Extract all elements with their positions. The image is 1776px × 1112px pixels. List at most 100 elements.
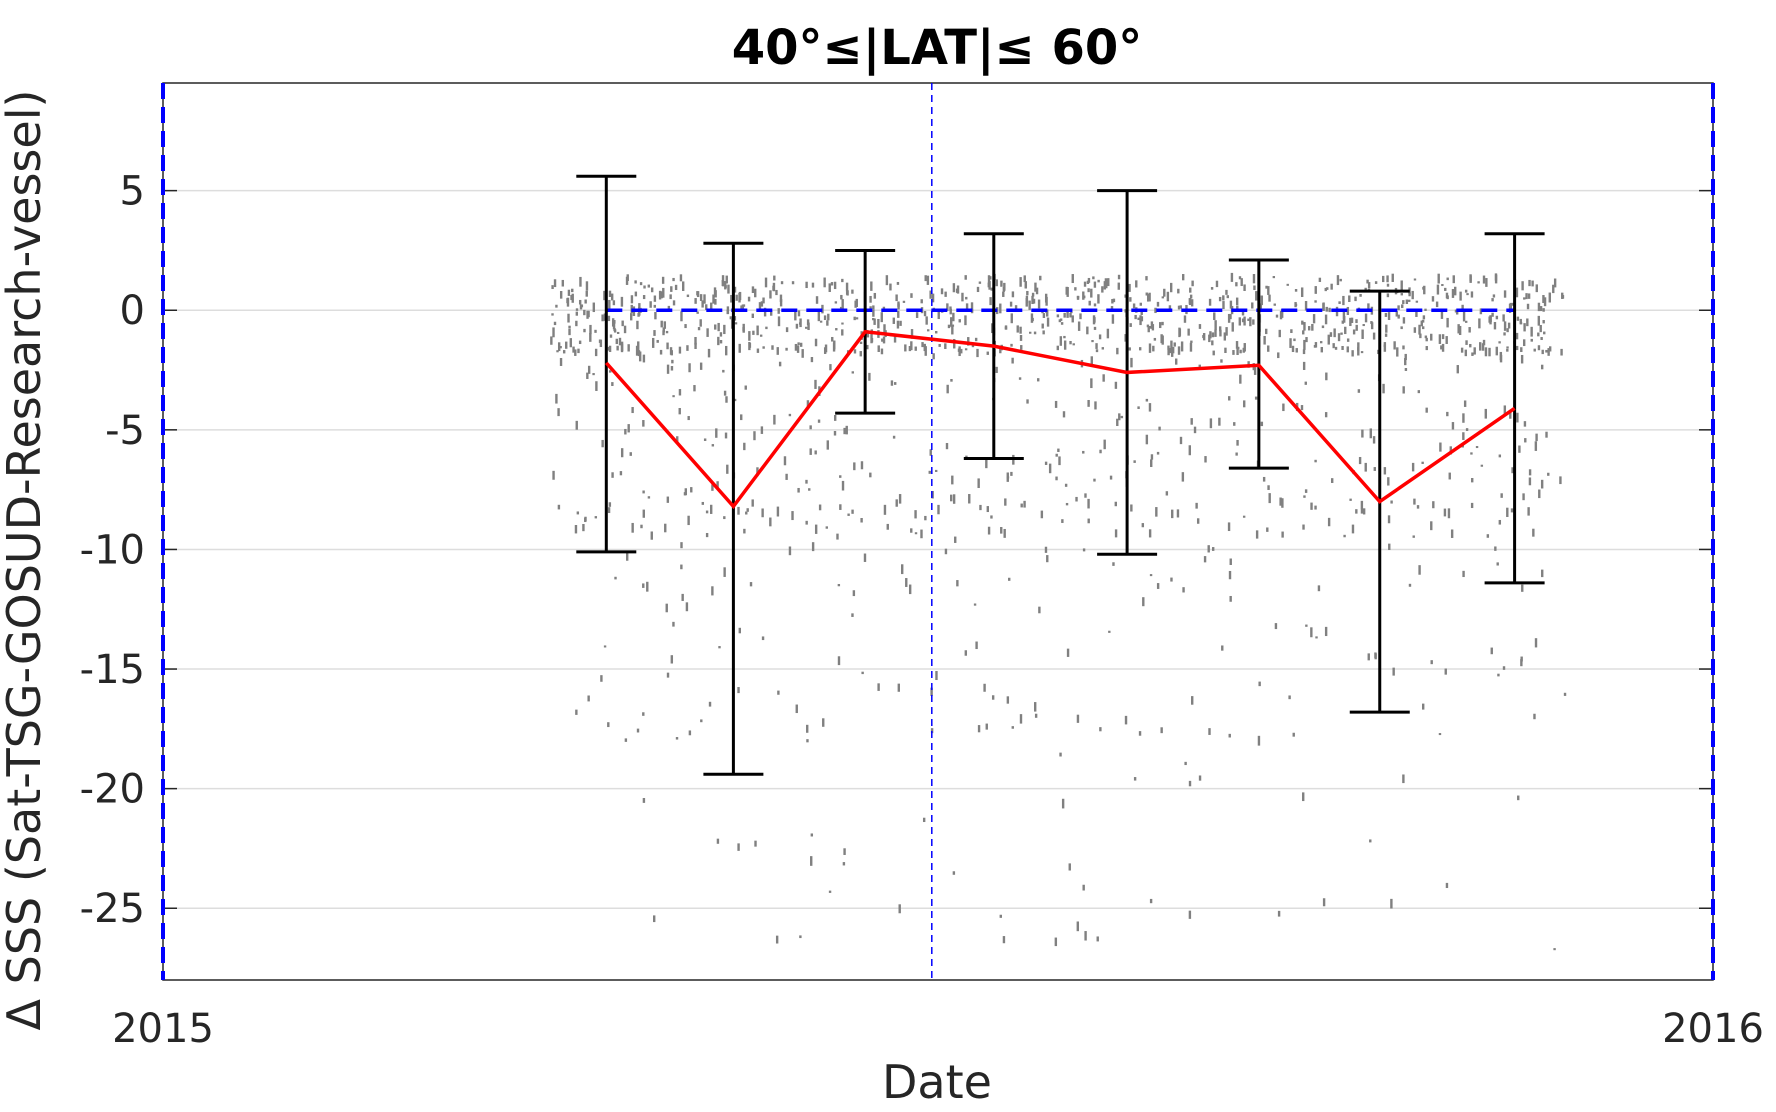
data-point	[965, 455, 968, 459]
data-point	[990, 515, 993, 519]
mean-line	[604, 329, 1516, 510]
data-point	[1209, 418, 1213, 429]
data-point	[585, 281, 589, 291]
data-point	[567, 289, 571, 296]
data-point	[795, 704, 798, 714]
data-point	[1046, 555, 1049, 563]
data-point	[1146, 293, 1150, 302]
data-point	[1168, 305, 1172, 312]
data-point	[1496, 562, 1499, 566]
data-point	[990, 287, 993, 291]
data-point	[1065, 286, 1068, 295]
data-point	[1400, 293, 1403, 296]
data-point	[1173, 342, 1176, 347]
data-point	[960, 348, 963, 354]
data-point	[796, 345, 800, 353]
data-point	[1059, 752, 1062, 757]
data-point	[1360, 351, 1364, 354]
data-point	[1048, 463, 1052, 474]
data-point	[1402, 345, 1405, 350]
data-point	[1032, 298, 1036, 304]
data-point	[611, 472, 614, 478]
data-point	[738, 292, 741, 303]
data-point	[1470, 291, 1474, 298]
data-point	[1208, 728, 1211, 735]
data-point	[1432, 501, 1435, 509]
data-point	[1506, 348, 1509, 352]
data-point	[817, 311, 821, 322]
data-point	[1023, 275, 1026, 283]
data-point	[723, 390, 727, 396]
data-point	[1553, 948, 1556, 951]
data-point	[1161, 321, 1164, 326]
data-point	[1445, 336, 1448, 344]
data-point	[719, 340, 723, 344]
data-point	[1473, 347, 1476, 355]
data-point	[1535, 433, 1538, 442]
data-point	[1402, 317, 1406, 324]
data-point	[627, 344, 630, 352]
data-point	[1068, 863, 1071, 871]
data-point	[902, 300, 906, 303]
data-point	[1355, 509, 1358, 514]
data-point	[1166, 291, 1170, 302]
data-point	[667, 305, 671, 311]
data-point	[660, 320, 663, 328]
data-point	[690, 487, 693, 493]
data-point	[777, 308, 780, 314]
data-point	[1386, 283, 1390, 287]
data-point	[607, 722, 610, 728]
data-point	[1099, 449, 1102, 454]
data-point	[1082, 548, 1086, 552]
data-point	[1210, 287, 1214, 290]
data-point	[853, 462, 856, 471]
data-point	[795, 323, 799, 329]
data-point	[742, 327, 745, 332]
data-point	[1418, 565, 1421, 575]
data-point	[1493, 321, 1497, 330]
data-point	[1225, 327, 1228, 336]
data-point	[1008, 577, 1011, 581]
data-point	[1034, 702, 1037, 712]
data-point	[1093, 317, 1096, 323]
data-point	[1117, 282, 1120, 290]
data-point	[1314, 505, 1317, 510]
data-point	[1254, 396, 1258, 400]
data-point	[1055, 453, 1058, 457]
data-point	[733, 286, 737, 293]
data-point	[853, 316, 856, 321]
data-point	[686, 294, 690, 298]
data-point	[1169, 282, 1173, 293]
data-point	[553, 279, 557, 288]
data-point	[1178, 327, 1181, 338]
data-point	[719, 332, 723, 337]
data-point	[937, 311, 940, 320]
data-point	[1097, 279, 1100, 283]
data-point	[636, 728, 640, 733]
data-point	[926, 275, 930, 285]
data-point	[814, 524, 818, 534]
data-point	[1150, 454, 1154, 460]
data-point	[740, 305, 743, 312]
data-point	[1238, 276, 1242, 280]
x-tick-label: 2016	[1662, 1006, 1764, 1052]
data-point	[763, 307, 767, 317]
data-point	[1424, 335, 1428, 339]
data-point	[723, 567, 726, 577]
data-point	[899, 320, 902, 326]
data-point	[699, 294, 703, 301]
data-point	[658, 290, 662, 300]
data-point	[825, 526, 828, 529]
data-point	[1025, 298, 1028, 307]
data-point	[1170, 577, 1173, 582]
data-point	[895, 499, 898, 507]
data-point	[814, 379, 817, 389]
data-point	[852, 590, 856, 597]
data-point	[1030, 313, 1034, 323]
data-point	[1058, 456, 1061, 466]
data-point	[1402, 386, 1405, 394]
data-point	[986, 351, 989, 355]
data-point	[1325, 306, 1328, 312]
data-point	[1343, 534, 1346, 538]
data-point	[892, 317, 895, 324]
